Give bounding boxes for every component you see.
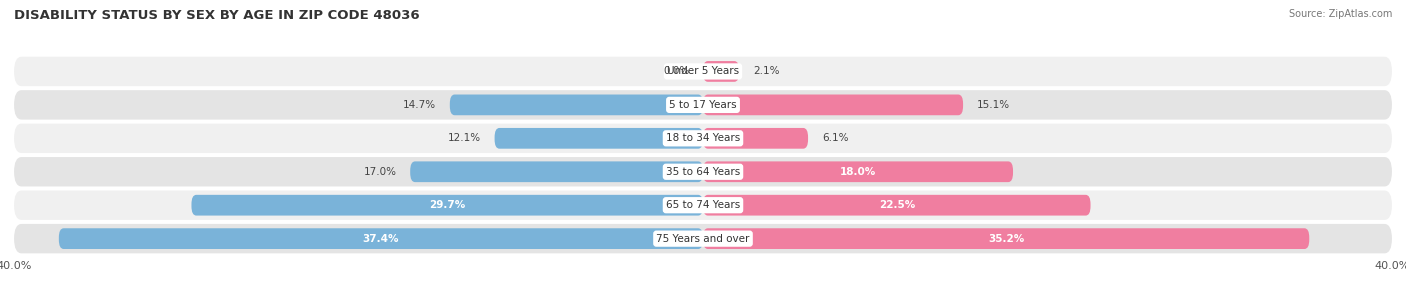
FancyBboxPatch shape xyxy=(14,57,1392,86)
Text: 14.7%: 14.7% xyxy=(404,100,436,110)
FancyBboxPatch shape xyxy=(14,157,1392,186)
FancyBboxPatch shape xyxy=(14,90,1392,119)
FancyBboxPatch shape xyxy=(703,128,808,149)
Text: 2.1%: 2.1% xyxy=(754,67,779,76)
Text: 15.1%: 15.1% xyxy=(977,100,1010,110)
Text: DISABILITY STATUS BY SEX BY AGE IN ZIP CODE 48036: DISABILITY STATUS BY SEX BY AGE IN ZIP C… xyxy=(14,9,419,22)
FancyBboxPatch shape xyxy=(191,195,703,216)
FancyBboxPatch shape xyxy=(703,228,1309,249)
Text: 29.7%: 29.7% xyxy=(429,200,465,210)
FancyBboxPatch shape xyxy=(703,195,1091,216)
FancyBboxPatch shape xyxy=(411,161,703,182)
Text: 5 to 17 Years: 5 to 17 Years xyxy=(669,100,737,110)
FancyBboxPatch shape xyxy=(14,191,1392,220)
FancyBboxPatch shape xyxy=(495,128,703,149)
FancyBboxPatch shape xyxy=(703,95,963,115)
Text: 6.1%: 6.1% xyxy=(823,133,848,143)
Text: 0.0%: 0.0% xyxy=(664,67,689,76)
Text: 65 to 74 Years: 65 to 74 Years xyxy=(666,200,740,210)
Text: 17.0%: 17.0% xyxy=(363,167,396,177)
Text: 35 to 64 Years: 35 to 64 Years xyxy=(666,167,740,177)
FancyBboxPatch shape xyxy=(59,228,703,249)
Text: 37.4%: 37.4% xyxy=(363,234,399,244)
Text: 35.2%: 35.2% xyxy=(988,234,1024,244)
FancyBboxPatch shape xyxy=(14,124,1392,153)
Text: 75 Years and over: 75 Years and over xyxy=(657,234,749,244)
Text: Source: ZipAtlas.com: Source: ZipAtlas.com xyxy=(1288,9,1392,19)
FancyBboxPatch shape xyxy=(703,61,740,82)
Text: 18 to 34 Years: 18 to 34 Years xyxy=(666,133,740,143)
Text: 12.1%: 12.1% xyxy=(447,133,481,143)
Text: 22.5%: 22.5% xyxy=(879,200,915,210)
FancyBboxPatch shape xyxy=(450,95,703,115)
FancyBboxPatch shape xyxy=(14,224,1392,253)
FancyBboxPatch shape xyxy=(703,161,1012,182)
Text: Under 5 Years: Under 5 Years xyxy=(666,67,740,76)
Text: 18.0%: 18.0% xyxy=(839,167,876,177)
